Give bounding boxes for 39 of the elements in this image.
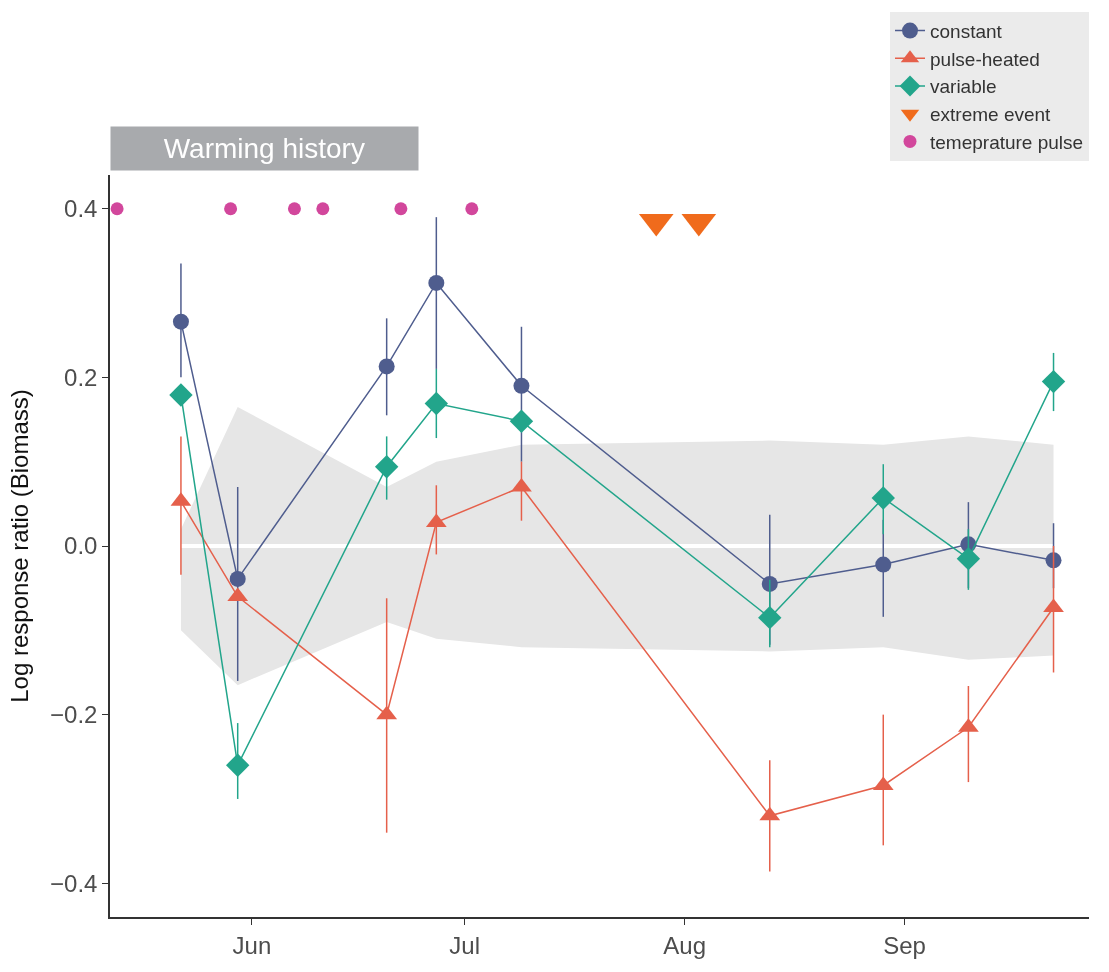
x-tick-label: Sep (883, 931, 926, 959)
y-tick-label: 0.0 (64, 532, 98, 560)
point (1041, 369, 1066, 394)
point (424, 391, 449, 416)
point (509, 409, 534, 433)
legend-label: constant (930, 21, 1003, 43)
y-tick-label: 0.4 (64, 195, 98, 223)
point (172, 313, 189, 330)
legend-label: variable (930, 76, 997, 98)
point (374, 455, 399, 479)
point (110, 202, 124, 216)
point (758, 605, 782, 630)
point (229, 570, 246, 587)
point (224, 202, 238, 216)
point (465, 202, 479, 216)
point (875, 556, 892, 573)
point (226, 753, 250, 777)
y-tick-label: 0.2 (64, 363, 98, 391)
point (394, 202, 408, 216)
point (169, 383, 193, 407)
point (287, 202, 301, 216)
point (871, 486, 895, 510)
point (378, 358, 395, 375)
x-tick-label: Jun (232, 931, 272, 959)
legend-label: extreme event (930, 104, 1052, 126)
point (428, 274, 445, 291)
point (1043, 598, 1064, 613)
x-tick-label: Jul (449, 931, 481, 959)
text: Warming history (117, 133, 412, 164)
point (316, 202, 330, 216)
legend-label: pulse-heated (930, 48, 1040, 70)
point (513, 377, 530, 394)
y-axis-title: Log response ratio (Biomass) (5, 389, 33, 703)
point (956, 546, 981, 571)
y-tick-label: −0.2 (50, 701, 98, 729)
point (511, 477, 532, 492)
x-tick-label: Aug (663, 931, 706, 959)
legend-label: temeprature pulse (930, 131, 1084, 153)
y-tick-label: −0.4 (50, 869, 98, 897)
